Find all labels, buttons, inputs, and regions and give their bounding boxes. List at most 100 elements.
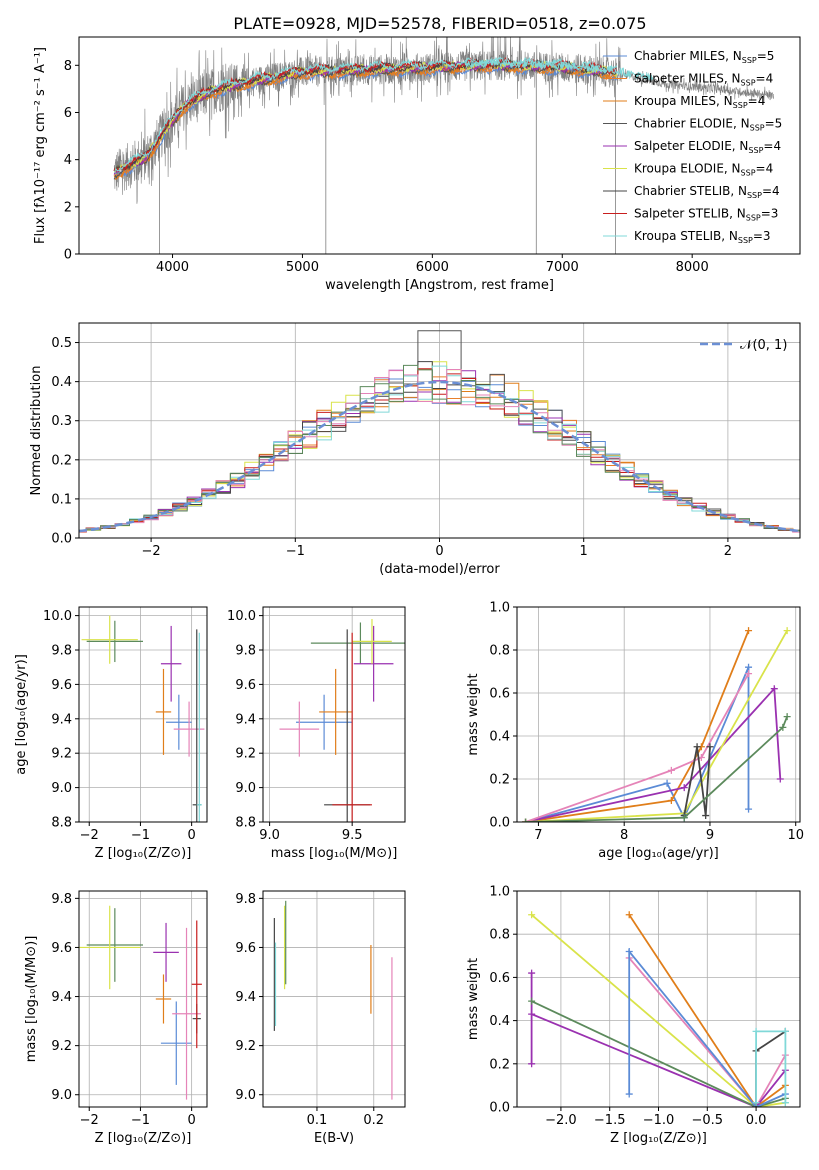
error-bar-point	[310, 622, 405, 664]
y-tick-label: 9.6	[235, 678, 256, 693]
error-bar-point	[196, 632, 202, 822]
error-bar-point	[353, 625, 394, 702]
weight-marker	[779, 723, 787, 731]
panel-age_vs_Z: −2 −1 0 8.8 9.0 9.2 9.4 9.6 9.8 10.0 Z [log₁₀(Z/Z⊙…	[14, 606, 208, 861]
x-tick-label: 9	[706, 828, 714, 843]
x-axis-label: wavelength [Angstrom, rest frame]	[325, 278, 554, 293]
residual-histogram	[79, 330, 800, 532]
error-bar-point	[296, 694, 353, 750]
legend-suffix: =4	[756, 72, 774, 86]
weight-series	[522, 670, 753, 822]
x-tick-label: 7000	[546, 260, 579, 275]
legend-suffix: =5	[757, 49, 775, 63]
y-tick-label: 0.4	[489, 730, 510, 745]
weight-marker	[781, 1099, 789, 1107]
x-tick-label: 8000	[676, 260, 709, 275]
panel-weight_vs_Z: −2.0 −1.5 −1.0 −0.5 0.0 0.0 0.2 0.4 0.6 0.8 1.0 Z […	[466, 885, 801, 1146]
legend-suffix: =4	[762, 184, 780, 198]
legend-label: 𝒩(0, 1)	[740, 338, 787, 353]
x-tick-label: −2	[80, 1113, 99, 1128]
x-tick-label: 8	[620, 828, 628, 843]
y-tick-label: 0.2	[489, 1057, 510, 1072]
x-tick-label: −1	[131, 828, 150, 843]
legend-subscript: SSP	[746, 214, 761, 223]
x-tick-label: −2	[142, 544, 161, 559]
y-tick-label: 9.2	[235, 747, 256, 762]
y-tick-label: 0.8	[489, 928, 510, 943]
legend-label: Chabrier ELODIE, N	[634, 117, 750, 131]
weight-marker	[783, 627, 791, 635]
legend-label: Kroupa STELIB, N	[634, 229, 738, 243]
legend-label: Salpeter ELODIE, N	[634, 139, 748, 153]
x-axis-label: Z [log₁₀(Z/Z⊙)]	[610, 1131, 707, 1146]
axes-frame	[262, 606, 406, 823]
legend-suffix: =4	[748, 94, 766, 108]
error-bar-point	[81, 615, 138, 664]
x-axis-label: mass [log₁₀(M/M⊙)]	[271, 846, 398, 861]
legend-entry: Chabrier MILES, NSSP=5	[634, 49, 774, 65]
legend-subscript: SSP	[742, 56, 757, 65]
weight-marker	[667, 766, 675, 774]
panel-residuals: −2 −1 0 1 2 0.0 0.1 0.2 0.3 0.4 0.5 (data-model)/er…	[29, 322, 801, 577]
weight-series	[522, 713, 791, 822]
y-tick-label: 0.3	[51, 414, 72, 429]
x-tick-label: −1	[131, 1113, 150, 1128]
axes-frame	[78, 36, 801, 255]
y-tick-label: 0.4	[489, 1014, 510, 1029]
legend-subscript: SSP	[747, 191, 762, 200]
axes-frame	[78, 322, 801, 539]
model-spectrum	[114, 56, 618, 173]
axes-frame	[78, 606, 208, 823]
x-tick-label: 0.2	[363, 1113, 384, 1128]
y-tick-label: 2	[64, 200, 72, 215]
weight-marker	[625, 911, 633, 919]
y-tick-label: 9.0	[235, 1088, 256, 1103]
weight-marker	[745, 805, 753, 813]
y-tick-label: 1.0	[489, 885, 510, 900]
figure-title: PLATE=0928, MJD=52578, FIBERID=0518, z=0…	[233, 14, 646, 33]
y-tick-label: 1.0	[489, 601, 510, 616]
y-tick-label: 0	[64, 248, 72, 263]
y-tick-label: 9.8	[51, 644, 72, 659]
weight-marker	[745, 627, 753, 635]
error-bar-point	[86, 908, 143, 982]
x-tick-label: −0.5	[692, 1113, 724, 1128]
y-axis-label: Flux [fλ10⁻¹⁷ erg cm⁻² s⁻¹ A⁻¹]	[33, 47, 48, 244]
error-bar-point	[155, 668, 172, 755]
weight-marker	[680, 784, 688, 792]
y-tick-label: 0.5	[51, 336, 72, 351]
axes-frame	[78, 890, 208, 1108]
error-bar-point	[166, 694, 192, 750]
legend-suffix: =4	[756, 162, 774, 176]
weight-marker	[625, 1090, 633, 1098]
legend-subscript: SSP	[741, 169, 756, 178]
x-tick-label: 9.0	[259, 828, 280, 843]
legend-entry: Kroupa STELIB, NSSP=3	[634, 229, 771, 245]
y-tick-label: 9.6	[51, 678, 72, 693]
y-tick-label: 9.2	[235, 1039, 256, 1054]
axes-frame	[262, 890, 406, 1108]
y-tick-label: 0.2	[489, 773, 510, 788]
legend-subscript: SSP	[750, 124, 765, 133]
legend-entry: Salpeter STELIB, NSSP=3	[634, 207, 778, 223]
y-axis-label: mass weight	[466, 673, 481, 755]
y-tick-label: 0.1	[51, 492, 72, 507]
x-tick-label: 9.5	[342, 828, 363, 843]
y-tick-label: 8.8	[51, 816, 72, 831]
x-tick-label: 1	[580, 544, 588, 559]
weight-marker	[663, 779, 671, 787]
x-tick-label: −2	[80, 828, 99, 843]
weight-marker	[783, 713, 791, 721]
legend-entry: Kroupa ELODIE, NSSP=4	[634, 162, 773, 178]
legend-entry: Salpeter ELODIE, NSSP=4	[634, 139, 781, 155]
x-tick-label: −1	[286, 544, 305, 559]
x-axis-label: age [log₁₀(age/yr)]	[598, 846, 719, 861]
weight-marker	[693, 743, 701, 751]
legend-label: Salpeter STELIB, N	[634, 207, 746, 221]
weight-marker	[528, 997, 536, 1005]
y-tick-label: 9.6	[235, 941, 256, 956]
y-tick-label: 9.0	[51, 781, 72, 796]
legend-suffix: =5	[765, 117, 783, 131]
